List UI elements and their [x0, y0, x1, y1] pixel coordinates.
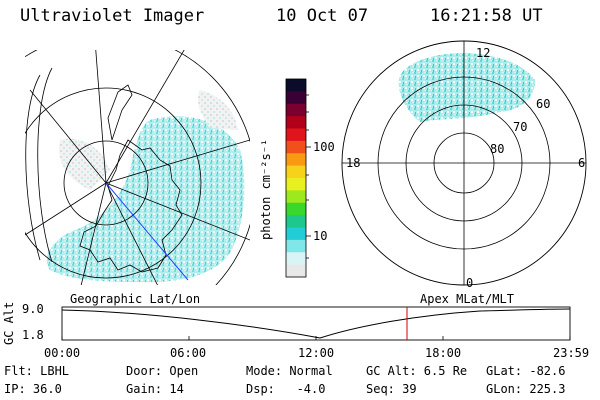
- timeline-xtick-2: 12:00: [298, 346, 335, 360]
- mlt-label-18: 18: [346, 156, 361, 170]
- colorbar-segment: [286, 202, 306, 216]
- geographic-map: [25, 50, 250, 285]
- timeline-xtick-3: 18:00: [425, 346, 462, 360]
- auroral-emission-region: [46, 116, 245, 283]
- footer-seq: Seq: 39: [366, 382, 417, 396]
- colorbar-segment: [286, 190, 306, 204]
- footer-mode: Mode: Normal: [246, 364, 333, 378]
- footer-glat: GLat: -82.6: [486, 364, 566, 378]
- colorbar-unit-label: photon cm⁻²s⁻¹: [259, 138, 273, 240]
- footer-ip: IP: 36.0: [4, 382, 62, 396]
- altitude-timeline: [61, 306, 571, 341]
- colorbar-segment: [286, 165, 306, 179]
- colorbar-segment: [286, 264, 306, 278]
- time-label: 16:21:58 UT: [430, 6, 543, 26]
- polar-mlt-plot: [341, 40, 587, 286]
- colorbar-segment: [286, 116, 306, 129]
- orbit-track: [105, 182, 189, 281]
- colorbar-segment: [286, 227, 306, 241]
- instrument-title: Ultraviolet Imager: [20, 6, 205, 26]
- timeline-left-title: Geographic Lat/Lon: [70, 292, 201, 306]
- polar-emission-region: [398, 53, 535, 122]
- timeline-ytick-top: 9.0: [22, 302, 44, 316]
- date-label: 10 Oct 07: [276, 6, 369, 26]
- timeline-ytick-bottom: 1.8: [22, 328, 44, 342]
- footer-dsp: Dsp: -4.0: [246, 382, 326, 396]
- footer-glon: GLon: 225.3: [486, 382, 566, 396]
- colorbar-tick-10: 10: [313, 229, 328, 243]
- mlt-label-12: 12: [476, 46, 491, 60]
- footer-door: Door: Open: [126, 364, 199, 378]
- mlt-label-6: 6: [578, 156, 586, 170]
- colorbar-segment: [286, 79, 306, 92]
- footer-filter: Flt: LBHL: [4, 364, 70, 378]
- timeline-xtick-0: 00:00: [44, 346, 81, 360]
- colorbar: [286, 79, 306, 278]
- colorbar-segment: [286, 153, 306, 167]
- altitude-curve: [61, 308, 571, 339]
- colorbar-segment: [286, 215, 306, 228]
- lat-label-70: 70: [513, 120, 528, 134]
- colorbar-segment: [286, 252, 306, 266]
- lat-label-60: 60: [536, 97, 551, 111]
- timeline-right-title: Apex MLat/MLT: [420, 292, 514, 306]
- colorbar-segment: [286, 91, 306, 105]
- colorbar-segment: [286, 239, 306, 253]
- footer-gc-alt: GC Alt: 6.5 Re: [366, 364, 468, 378]
- colorbar-segment: [286, 178, 306, 191]
- footer-gain: Gain: 14: [126, 382, 184, 396]
- continent-coastline: [79, 139, 183, 273]
- timeline-ylabel: GC Alt: [2, 301, 16, 345]
- lat-label-80: 80: [490, 142, 505, 156]
- colorbar-segment: [286, 103, 306, 117]
- colorbar-segment: [286, 140, 306, 154]
- colorbar-segment: [286, 128, 306, 142]
- timeline-xtick-1: 06:00: [170, 346, 207, 360]
- timeline-xtick-4: 23:59: [553, 346, 590, 360]
- mlt-label-0: 0: [466, 276, 474, 290]
- colorbar-tick-100: 100: [313, 140, 335, 154]
